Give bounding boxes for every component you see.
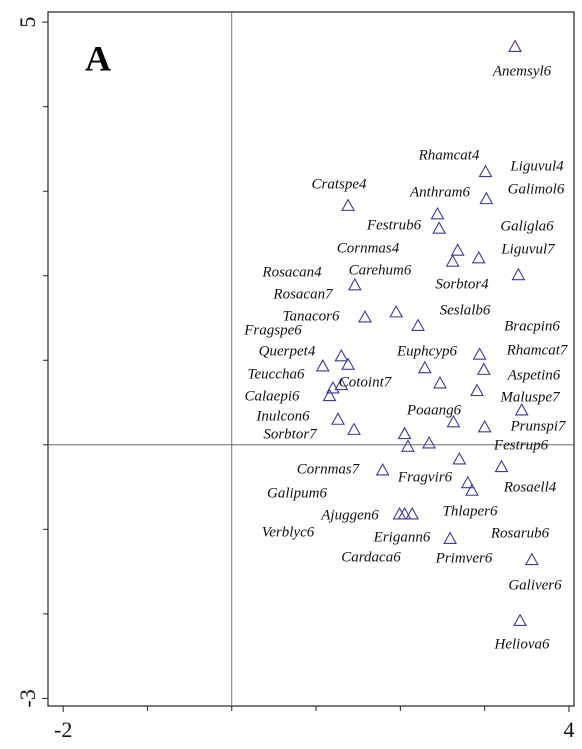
y-tick-label: -3: [15, 689, 40, 707]
point-label: Fragvir6: [397, 469, 453, 485]
point-label: Heliova6: [494, 636, 550, 652]
point: [358, 310, 372, 323]
point-label: Seslalb6: [440, 302, 491, 318]
point-label: Prunspi7: [509, 418, 567, 434]
y-tick-label: 5: [15, 17, 40, 28]
point: [443, 531, 458, 544]
point: [452, 452, 467, 465]
point-label: Querpet4: [259, 343, 316, 359]
point: [347, 277, 362, 291]
point: [476, 362, 491, 375]
point: [514, 403, 529, 416]
point-label: Primver6: [435, 550, 493, 566]
point: [513, 613, 527, 626]
point-label: Anemsyl6: [492, 63, 552, 79]
point-label: Rosaell4: [503, 479, 557, 495]
point: [411, 318, 425, 331]
point-label: Liguvul7: [500, 241, 556, 257]
plot-frame: [47, 11, 575, 707]
point-label: Galigla6: [500, 218, 554, 234]
x-tick-label: -2: [54, 717, 72, 742]
point: [389, 304, 404, 318]
point: [479, 191, 494, 205]
point-label: Carehum6: [349, 262, 412, 278]
point-label: Cratspe4: [311, 176, 367, 192]
point-label: Galiver6: [508, 577, 562, 593]
point: [334, 377, 349, 391]
point-label: Ajuggen6: [320, 507, 379, 523]
point: [375, 463, 390, 476]
point: [471, 250, 486, 264]
point: [478, 164, 493, 178]
point-label: Rosarub6: [490, 525, 550, 541]
point: [322, 388, 337, 402]
point: [401, 439, 415, 452]
point-label: Maluspe7: [499, 389, 561, 405]
point: [460, 475, 475, 489]
point-label: Cardaca6: [341, 549, 401, 565]
point-label: Galipum6: [267, 485, 328, 501]
point-label: Fragspe6: [243, 322, 302, 338]
point: [432, 221, 447, 234]
point: [472, 347, 487, 360]
point-label: Rhamcat4: [418, 147, 480, 163]
point-label: Thlaper6: [442, 503, 498, 519]
point: [508, 39, 522, 53]
point: [511, 267, 526, 281]
point-label: Sorbtor4: [435, 276, 489, 292]
point: [465, 483, 479, 496]
point: [524, 552, 539, 566]
point-label: Poaang6: [406, 402, 462, 418]
point-label: Cornmas7: [297, 461, 361, 477]
point: [334, 348, 349, 362]
x-tick-label: 4: [563, 717, 574, 742]
point-label: Erigann6: [373, 529, 431, 545]
point: [433, 375, 447, 389]
point: [341, 357, 356, 370]
point: [392, 506, 407, 520]
point: [470, 383, 484, 397]
point-label: Teuccha6: [248, 366, 305, 382]
point: [341, 198, 356, 211]
point: [405, 506, 420, 520]
point-label: Festrub6: [366, 217, 422, 233]
point-label: Rosacan4: [261, 264, 322, 280]
point: [494, 459, 509, 473]
point-label: Cotoint7: [339, 374, 393, 390]
point-label: Sorbtor7: [263, 426, 318, 442]
point-label: Euphcyp6: [396, 343, 457, 359]
point-label: Tanacor6: [283, 308, 340, 324]
panel-label: A: [85, 38, 111, 78]
point: [315, 359, 330, 372]
point-label: Verblyc6: [262, 524, 315, 540]
point-label: Liguvul4: [509, 158, 564, 174]
point: [422, 435, 436, 449]
point-label: Anthram6: [409, 184, 471, 200]
point: [347, 422, 361, 435]
point-label: Cornmas4: [337, 240, 400, 256]
point-label: Bracpin6: [504, 318, 560, 334]
point-label: Galimol6: [508, 181, 565, 197]
point-label: Inulcon6: [255, 408, 310, 424]
point: [450, 243, 465, 256]
point: [445, 254, 460, 267]
point-label: Aspetin6: [507, 367, 561, 383]
point: [446, 414, 461, 428]
point: [331, 412, 345, 425]
point: [477, 419, 492, 433]
point: [430, 206, 445, 220]
point-label: Rosacan7: [272, 286, 334, 302]
point-label: Rhamcat7: [506, 342, 569, 358]
point-label: Festrup6: [493, 437, 549, 453]
point: [417, 360, 432, 374]
point-label: Calaepi6: [245, 388, 300, 404]
point: [397, 426, 412, 440]
